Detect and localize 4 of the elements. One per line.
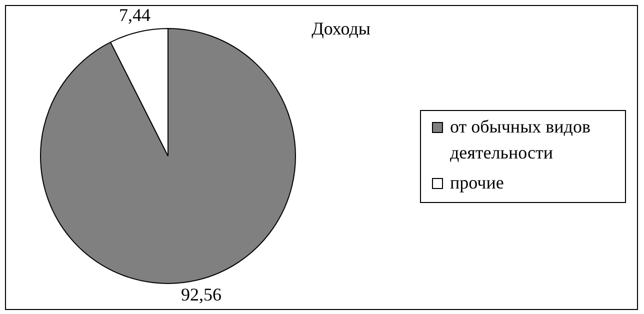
legend-label: прочие (450, 172, 504, 193)
data-label: 92,56 (180, 284, 222, 304)
data-label: 7,44 (119, 5, 151, 26)
text: Доходы (312, 18, 370, 39)
